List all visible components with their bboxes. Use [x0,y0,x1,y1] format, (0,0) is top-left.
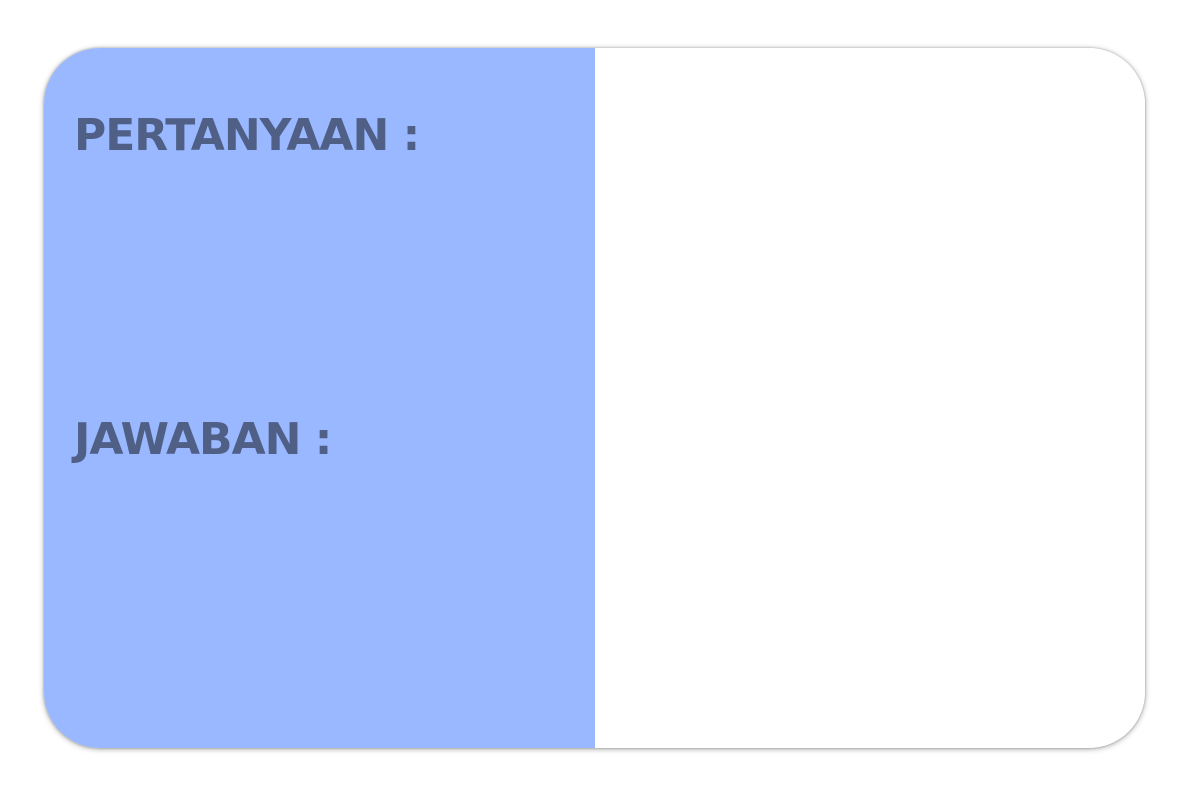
question-label: PERTANYAAN : [74,110,420,161]
card-right-panel [595,48,1145,748]
flashcard: PERTANYAAN : JAWABAN : [44,48,1145,748]
answer-label: JAWABAN : [74,414,332,465]
card-left-panel: PERTANYAAN : JAWABAN : [44,48,595,748]
